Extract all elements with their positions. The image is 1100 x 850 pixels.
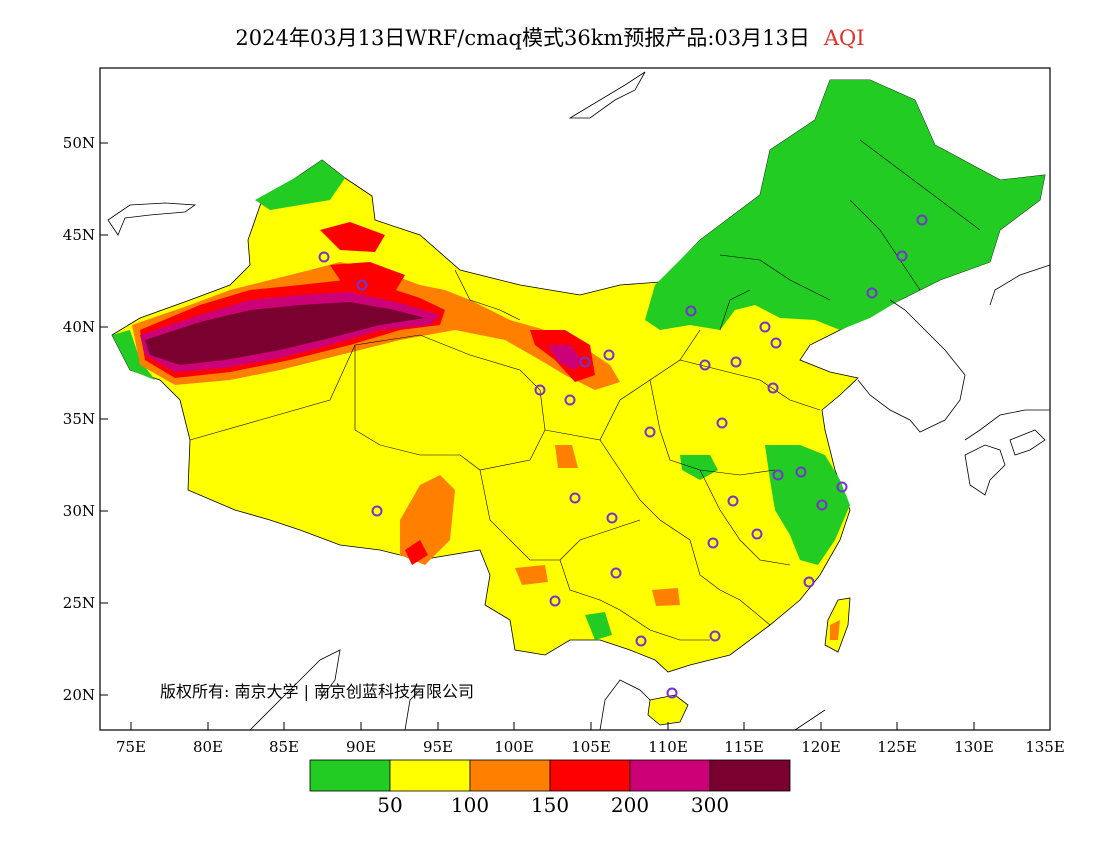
station-marker [606,512,618,524]
station-marker [916,214,928,226]
lat-label-35n: 35N [63,410,95,428]
station-marker [707,537,719,549]
station-marker [836,481,848,493]
legend-swatch-5 [629,759,711,792]
station-marker [727,495,739,507]
map-title: 2024年03月13日WRF/cmaq模式36km预报产品:03月13日 AQI [0,22,1100,52]
station-marker [770,337,782,349]
station-marker [356,279,368,291]
station-marker [569,492,581,504]
lon-label-105e: 105E [571,738,611,756]
lon-label-130e: 130E [954,738,994,756]
lon-label-120e: 120E [801,738,841,756]
station-marker [730,356,742,368]
ordos-magenta-patch [548,345,582,370]
station-marker [767,382,779,394]
station-marker [549,595,561,607]
lon-label-115e: 115E [724,738,764,756]
legend-swatch-6 [709,759,791,792]
station-marker [772,469,784,481]
station-marker [610,567,622,579]
legend-swatch-2 [389,759,471,792]
south-green-patch [585,612,612,640]
tarim-maroon-core [145,302,425,365]
lat-label-25n: 25N [63,594,95,612]
central-green-patch [680,455,718,480]
foreign-coastlines [107,71,1051,731]
legend-label-300: 300 [691,793,729,817]
lon-label-80e: 80E [193,738,223,756]
station-marker [644,426,656,438]
northeast-green-region [645,80,1045,330]
lon-label-125e: 125E [877,738,917,756]
lon-label-100e: 100E [494,738,534,756]
tibet-red-patch [405,540,428,565]
title-main: 2024年03月13日WRF/cmaq模式36km预报产品:03月13日 [235,26,810,50]
legend-label-200: 200 [611,793,649,817]
legend-swatch-3 [469,759,551,792]
taiwan-orange-patch [830,620,840,640]
station-marker [564,394,576,406]
station-marker [699,359,711,371]
station-marker [685,305,697,317]
lon-label-95e: 95E [423,738,453,756]
station-marker [603,349,615,361]
station-marker [896,250,908,262]
station-marker [579,356,591,368]
legend-label-150: 150 [531,793,569,817]
station-marker [751,528,763,540]
station-marker [716,417,728,429]
lon-label-85e: 85E [269,738,299,756]
guangxi-orange-patch [652,588,680,606]
station-marker [371,505,383,517]
central-orange-patch [555,445,578,468]
lat-label-50n: 50N [63,134,95,152]
northwest-red-patch [330,262,405,300]
title-variable: AQI [823,26,865,50]
station-marker [635,635,647,647]
west-green-patch [112,330,155,380]
hainan-island [647,694,689,726]
sichuan-orange-patch [515,565,548,585]
station-marker [318,251,330,263]
lon-label-90e: 90E [346,738,376,756]
copyright-text: 版权所有: 南京大学 | 南京创蓝科技有限公司 [160,682,474,701]
province-boundaries [189,139,981,641]
station-marker [666,687,678,699]
east-green-region [765,445,850,565]
dzungaria-red-patch [320,222,385,252]
station-marker [709,630,721,642]
legend-swatch-1 [309,759,391,792]
station-marker [759,321,771,333]
lon-label-110e: 110E [648,738,688,756]
legend-swatch-4 [549,759,631,792]
legend-label-100: 100 [451,793,489,817]
lon-label-135e: 135E [1025,738,1065,756]
station-marker [816,499,828,511]
station-marker [803,576,815,588]
aqi-legend: 50 100 150 200 300 [309,759,791,817]
latitude-axis: 50N 45N 40N 35N 30N 25N 20N [63,134,108,704]
lon-label-75e: 75E [116,738,146,756]
station-marker [795,466,807,478]
lat-label-20n: 20N [63,686,95,704]
longitude-axis: 75E 80E 85E 90E 95E 100E 105E 110E 115E … [116,722,1065,756]
station-marker [866,287,878,299]
lat-label-40n: 40N [63,318,95,336]
legend-label-50: 50 [377,793,402,817]
lat-label-45n: 45N [63,226,95,244]
station-marker [534,384,546,396]
station-markers [318,214,928,699]
south-orange-patch [400,475,455,565]
xinjiang-green-region [255,160,345,210]
lat-label-30n: 30N [63,502,95,520]
